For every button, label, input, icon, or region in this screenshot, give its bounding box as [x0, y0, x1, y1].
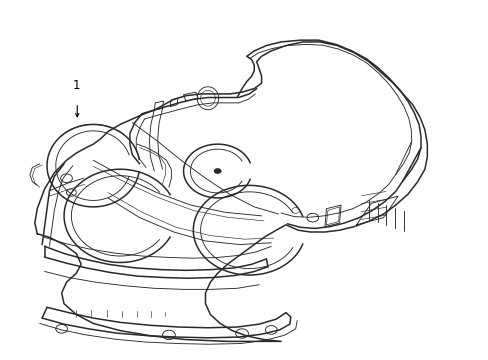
Circle shape — [213, 168, 221, 174]
Text: 1: 1 — [72, 79, 80, 92]
